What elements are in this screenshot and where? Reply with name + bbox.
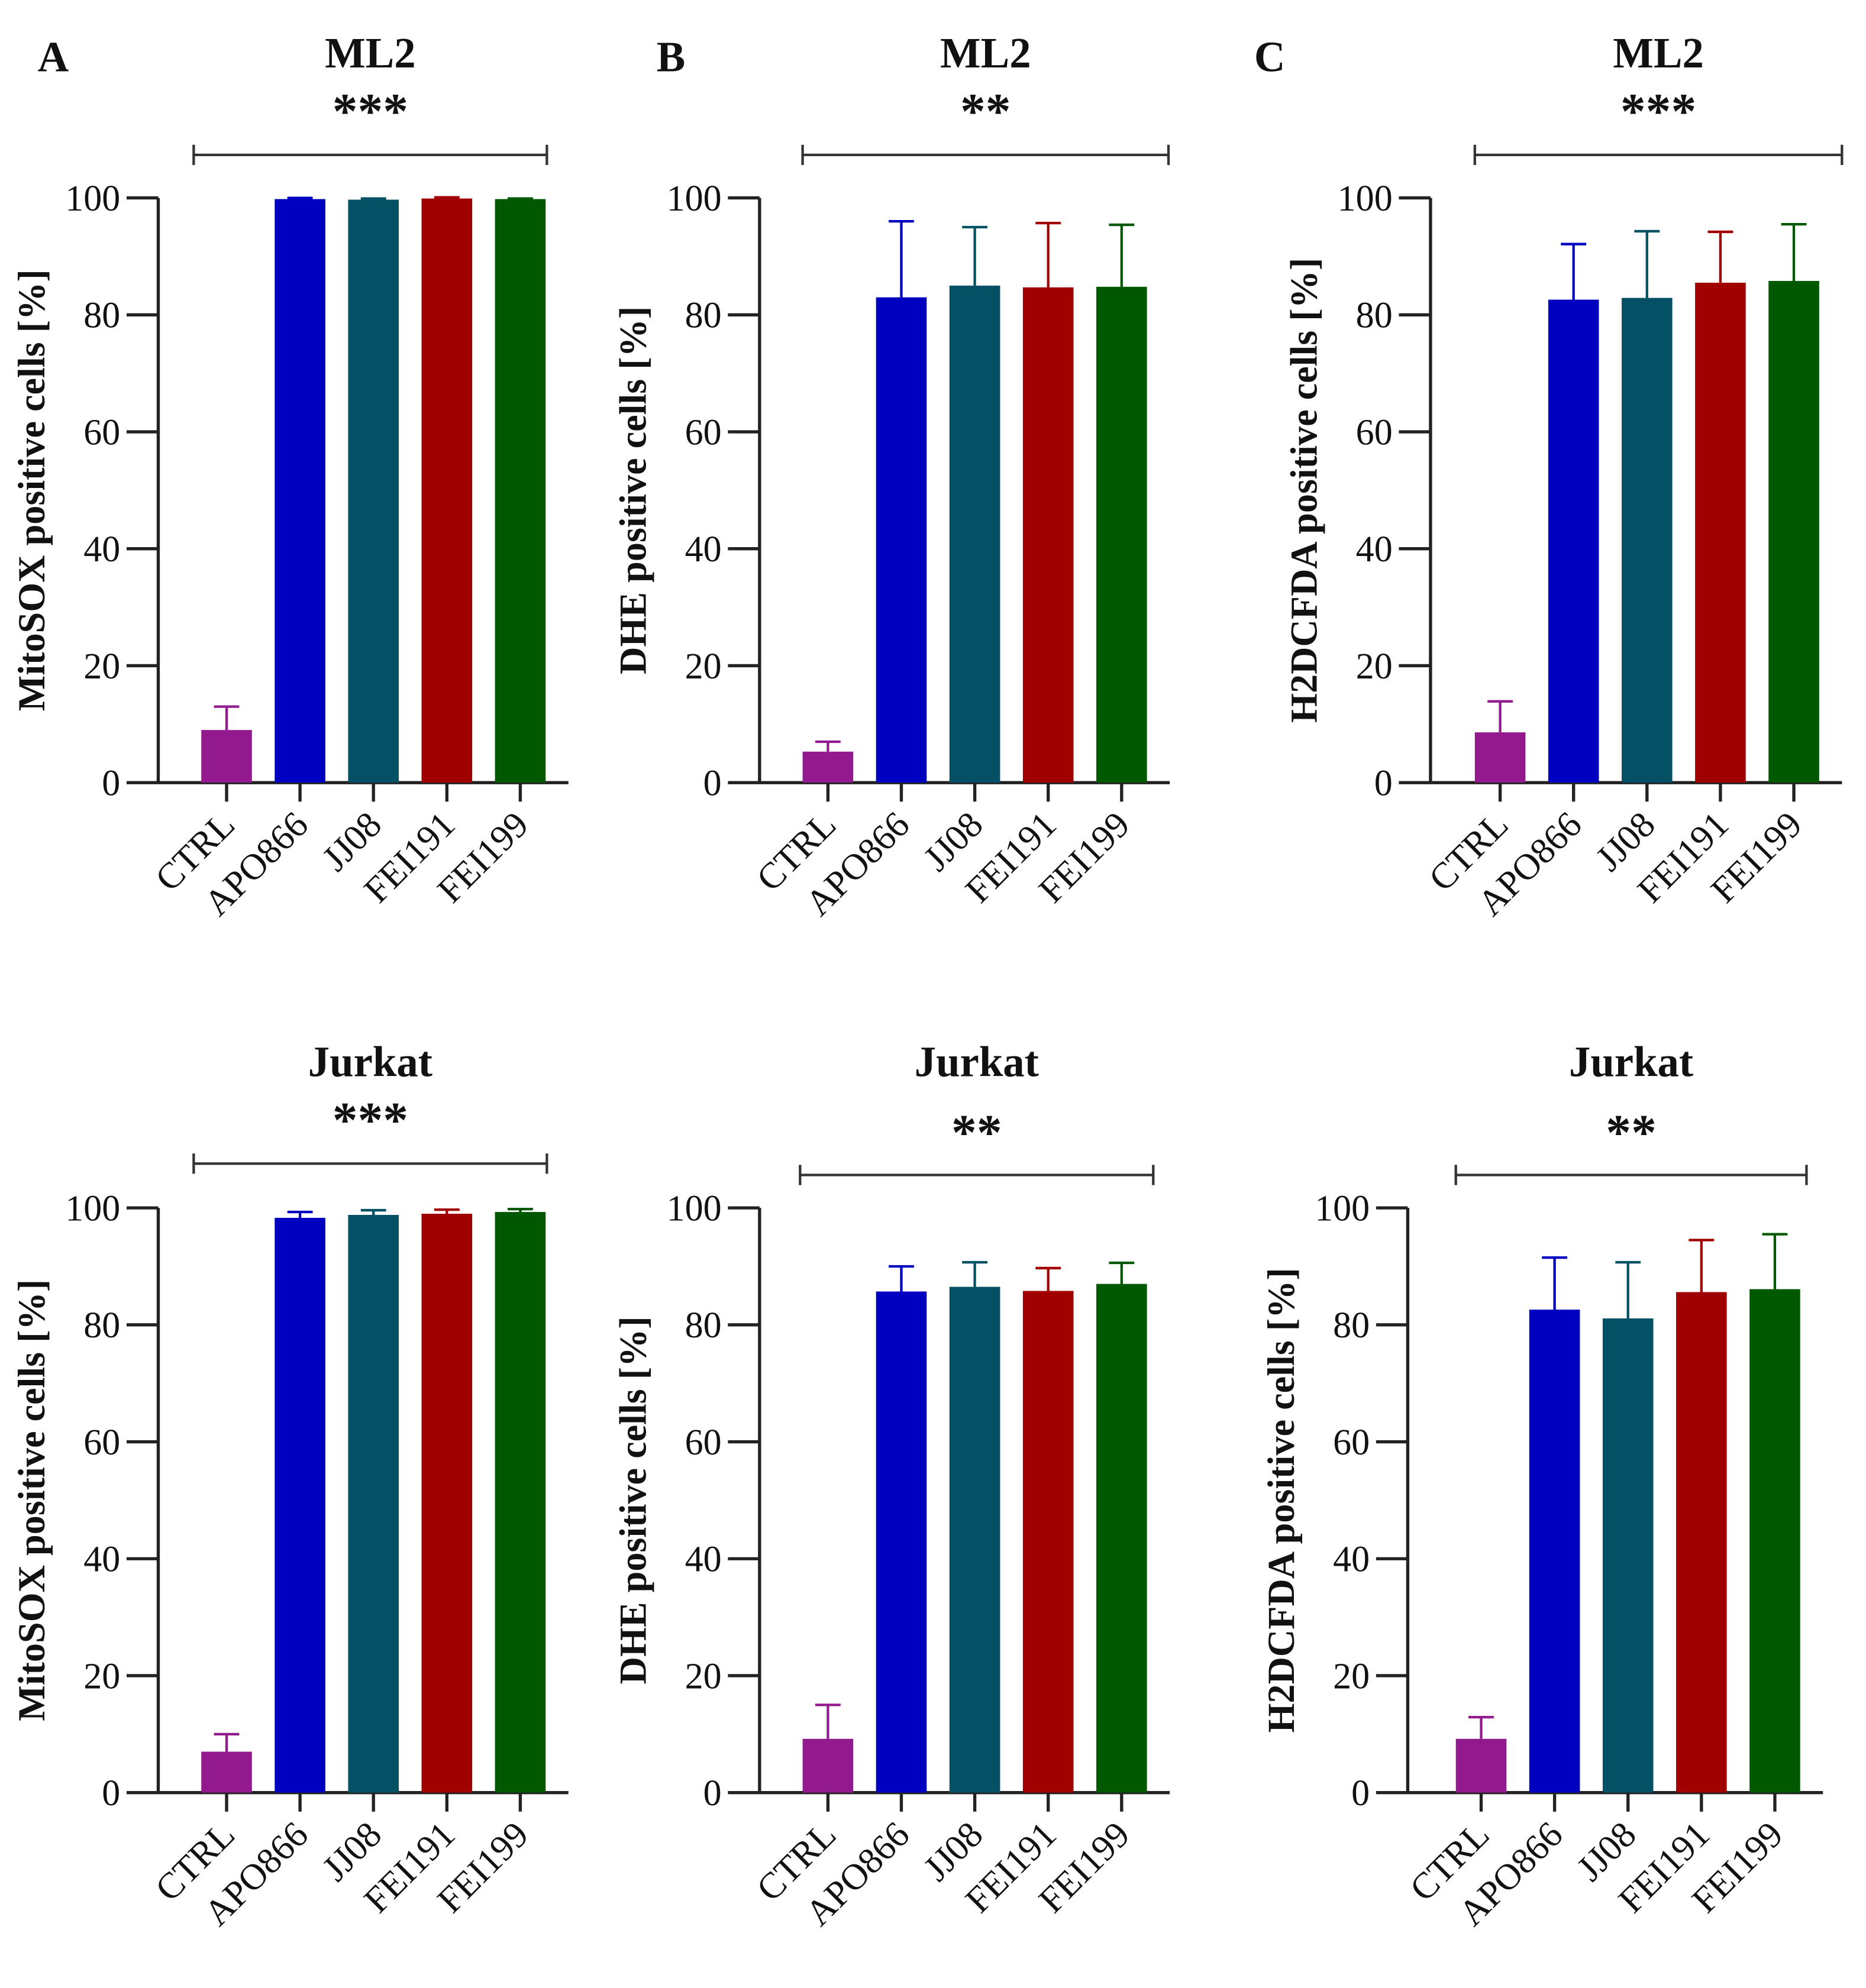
significance-stars: ** [1606, 1105, 1657, 1161]
y-tick-label: 80 [685, 1305, 722, 1346]
y-axis-label: DHE positive cells [%] [612, 1316, 654, 1684]
bar-fei199 [1096, 1284, 1147, 1793]
bar-ctrl [1455, 1738, 1507, 1793]
y-tick-label: 0 [1351, 1773, 1370, 1814]
significance-bracket [801, 144, 1170, 165]
y-tick-label: 80 [1356, 296, 1393, 336]
bar-fei199 [1749, 1289, 1800, 1793]
y-tick-label: 20 [1356, 646, 1393, 687]
chart-title: ML2 [940, 29, 1031, 77]
y-tick-label: 100 [65, 1189, 120, 1229]
bar-fei199 [1768, 280, 1819, 783]
bar-ctrl [802, 751, 854, 783]
y-tick-label: 40 [1356, 529, 1393, 570]
y-tick-label: 0 [703, 1773, 722, 1814]
significance-stars: ** [951, 1105, 1002, 1161]
bar-jj08 [348, 1214, 399, 1793]
significance-bracket [1454, 1165, 1808, 1185]
y-tick-label: 100 [1338, 179, 1393, 219]
bar-apo866 [275, 199, 325, 783]
bar-jj08 [1602, 1318, 1654, 1793]
y-tick-label: 40 [1333, 1540, 1370, 1580]
y-tick-label: 100 [667, 179, 722, 219]
significance-stars: *** [332, 83, 408, 140]
y-axis-label: H2DCFDA positive cells [%] [1260, 1268, 1302, 1732]
y-tick-label: 80 [1333, 1305, 1370, 1346]
y-tick-label: 100 [1315, 1189, 1370, 1229]
y-tick-label: 20 [83, 1656, 120, 1696]
bar-fei191 [1022, 1291, 1074, 1793]
significance-bracket [1473, 144, 1844, 165]
bar-ctrl [802, 1738, 854, 1793]
y-axis-label: DHE positive cells [%] [612, 306, 654, 674]
bar-jj08 [348, 199, 399, 783]
significance-bracket [192, 144, 548, 165]
y-tick-label: 100 [667, 1189, 722, 1229]
y-tick-label: 0 [1374, 764, 1393, 804]
y-tick-label: 60 [83, 1423, 120, 1463]
y-tick-label: 40 [685, 529, 722, 570]
y-tick-label: 20 [685, 646, 722, 687]
bar-fei199 [495, 1212, 546, 1793]
chart-title: ML2 [1613, 29, 1704, 77]
chart-title: Jurkat [915, 1038, 1039, 1086]
bar-apo866 [876, 297, 927, 783]
bar-jj08 [949, 285, 1000, 783]
y-tick-label: 60 [685, 1423, 722, 1463]
y-tick-label: 60 [83, 412, 120, 452]
bar-apo866 [876, 1291, 927, 1793]
y-tick-label: 20 [1333, 1656, 1370, 1696]
significance-bracket [799, 1165, 1155, 1185]
bar-fei199 [1096, 286, 1147, 783]
y-tick-label: 80 [685, 296, 722, 336]
bar-ctrl [1474, 732, 1526, 783]
y-tick-label: 40 [83, 529, 120, 570]
y-tick-label: 60 [1356, 412, 1393, 452]
y-tick-label: 40 [685, 1540, 722, 1580]
chart-title: Jurkat [1569, 1038, 1693, 1086]
y-tick-label: 20 [685, 1656, 722, 1696]
y-tick-label: 100 [65, 179, 120, 219]
significance-stars: *** [332, 1092, 408, 1148]
significance-stars: *** [1620, 83, 1696, 140]
y-axis-label: MitoSOX positive cells [%] [11, 269, 53, 711]
y-tick-label: 60 [1333, 1423, 1370, 1463]
significance-bracket [192, 1153, 548, 1174]
y-tick-label: 80 [83, 296, 120, 336]
panel-letter: A [38, 33, 69, 81]
bar-fei191 [1695, 282, 1746, 783]
bar-fei191 [421, 198, 473, 783]
bar-apo866 [1529, 1310, 1580, 1793]
bar-fei191 [421, 1214, 473, 1793]
y-tick-label: 60 [685, 412, 722, 452]
y-tick-label: 0 [102, 1773, 120, 1814]
y-tick-label: 0 [102, 764, 120, 804]
chart-title: Jurkat [308, 1038, 432, 1086]
bar-ctrl [201, 1751, 252, 1793]
bar-apo866 [275, 1217, 325, 1793]
chart-title: ML2 [325, 29, 416, 77]
bar-jj08 [1622, 298, 1673, 783]
panel-letter: B [657, 33, 686, 81]
y-axis-label: H2DCFDA positive cells [%] [1283, 258, 1325, 723]
bar-jj08 [949, 1286, 1000, 1793]
significance-stars: ** [960, 83, 1011, 140]
bar-apo866 [1548, 299, 1599, 783]
y-axis-label: MitoSOX positive cells [%] [11, 1279, 53, 1721]
y-tick-label: 0 [703, 764, 722, 804]
bar-ctrl [201, 730, 252, 783]
bar-fei199 [495, 199, 546, 783]
y-tick-label: 20 [83, 646, 120, 687]
y-tick-label: 80 [83, 1305, 120, 1346]
bar-fei191 [1022, 287, 1074, 783]
bar-fei191 [1676, 1292, 1727, 1793]
y-tick-label: 40 [83, 1540, 120, 1580]
panel-letter: C [1254, 33, 1286, 81]
